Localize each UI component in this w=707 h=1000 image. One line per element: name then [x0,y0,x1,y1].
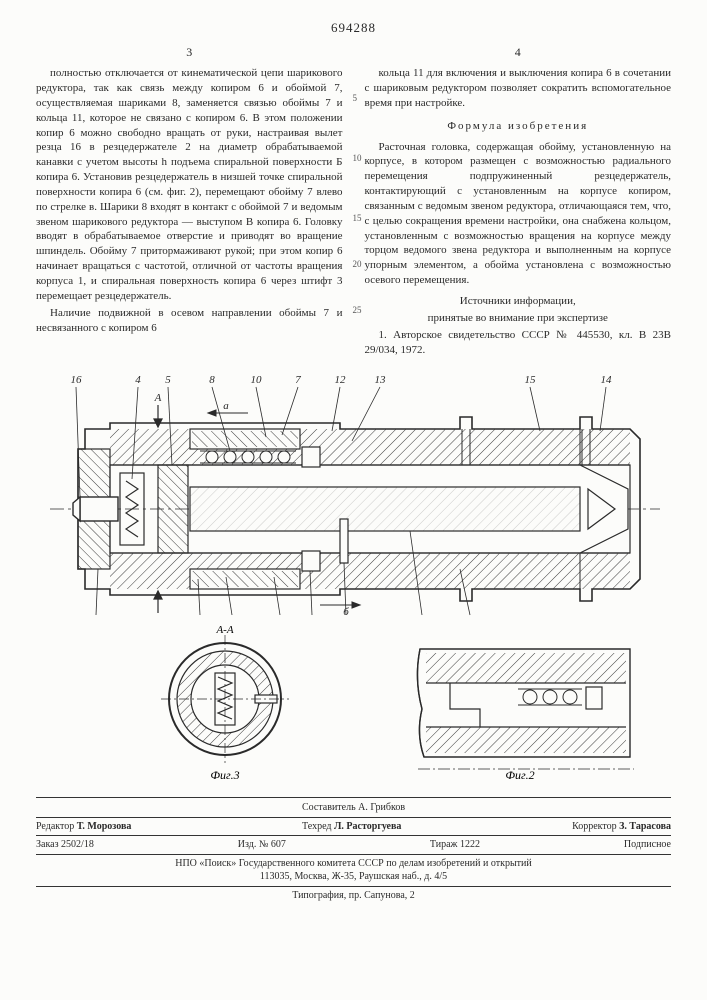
label-9: 9 [197,618,203,619]
footer-tirazh: Тираж 1222 [430,838,480,852]
sources-subtitle: принятые во внимание при экспертизе [365,311,672,326]
left-para-2: Наличие подвижной в осевом направлении о… [36,306,343,336]
footer-addr: 113035, Москва, Ж-35, Раушская наб., д. … [36,870,671,884]
label-14: 14 [601,374,613,386]
lineno-5: 5 [353,92,358,104]
label-7: 7 [295,374,301,386]
techred-label: Техред [302,821,331,832]
label-V: В [419,618,426,619]
footer-order: Заказ 2502/18 [36,838,94,852]
label-1: 1 [467,618,473,619]
footer-org: НПО «Поиск» Государственного комитета СС… [36,857,671,871]
lineno-10: 10 [353,152,362,164]
label-15: 15 [525,374,537,386]
techred-name: Л. Расторгуева [334,821,401,832]
fig3-caption: Фиг.3 [210,768,239,782]
label-4: 4 [135,374,141,386]
footer-sub: Подписное [624,838,671,852]
editor-name: Т. Морозова [77,821,132,832]
editor-label: Редактор [36,821,74,832]
label-arrow-a: а [223,400,229,412]
corrector-name: З. Тарасова [619,821,671,832]
label-13: 13 [375,374,387,386]
right-para-2: Расточная головка, содержащая обойму, ус… [365,140,672,288]
lineno-20: 20 [353,258,362,270]
section-label: А-А [215,624,233,636]
right-para-3: 1. Авторское свидетельство СССР № 445530… [365,328,672,358]
right-column: 4 5 10 15 20 25 кольца 11 для включения … [365,44,672,359]
label-16: 16 [71,374,83,386]
figures-2-3-svg: А-А Фиг.3 [40,619,670,789]
left-para-1: полностью отключается от кинематической … [36,66,343,304]
footer-compiler: Составитель А. Грибков [36,798,671,817]
lineno-25: 25 [353,304,362,316]
left-column: 3 полностью отключается от кинематическо… [36,44,343,359]
text-columns: 3 полностью отключается от кинематическо… [36,44,671,359]
formula-title: Формула изобретения [365,119,672,134]
figures-block: 16 4 5 8 10 7 12 13 15 14 а 2 A A 9 6 11… [36,369,671,789]
footer-techred: Техред Л. Расторгуева [302,820,401,834]
label-10: 10 [251,374,263,386]
label-11: 11 [275,618,285,619]
label-12: 12 [335,374,347,386]
lineno-15: 15 [353,212,362,224]
footer-block: Составитель А. Грибков Редактор Т. Мороз… [36,797,671,902]
document-number: 694288 [36,20,671,36]
label-2: 2 [93,618,99,619]
footer-izd: Изд. № 607 [238,838,286,852]
footer-corrector: Корректор З. Тарасова [572,820,671,834]
right-para-1: кольца 11 для включения и выключения коп… [365,66,672,111]
figure-1-svg: 16 4 5 8 10 7 12 13 15 14 а 2 A A 9 6 11… [40,369,670,619]
corrector-label: Корректор [572,821,617,832]
label-A2: A [154,392,162,404]
label-8: 8 [209,374,215,386]
fig2-caption: Фиг.2 [505,768,534,782]
label-A: A [154,618,162,619]
label-5: 5 [165,374,171,386]
label-3: 3 [308,618,315,619]
label-6: 6 [229,618,235,619]
footer-typo: Типография, пр. Сапунова, 2 [36,886,671,903]
col-number-right: 4 [365,44,672,60]
footer-editor: Редактор Т. Морозова [36,820,131,834]
label-b: б [343,606,349,618]
col-number-left: 3 [36,44,343,60]
sources-title: Источники информации, [365,294,672,309]
